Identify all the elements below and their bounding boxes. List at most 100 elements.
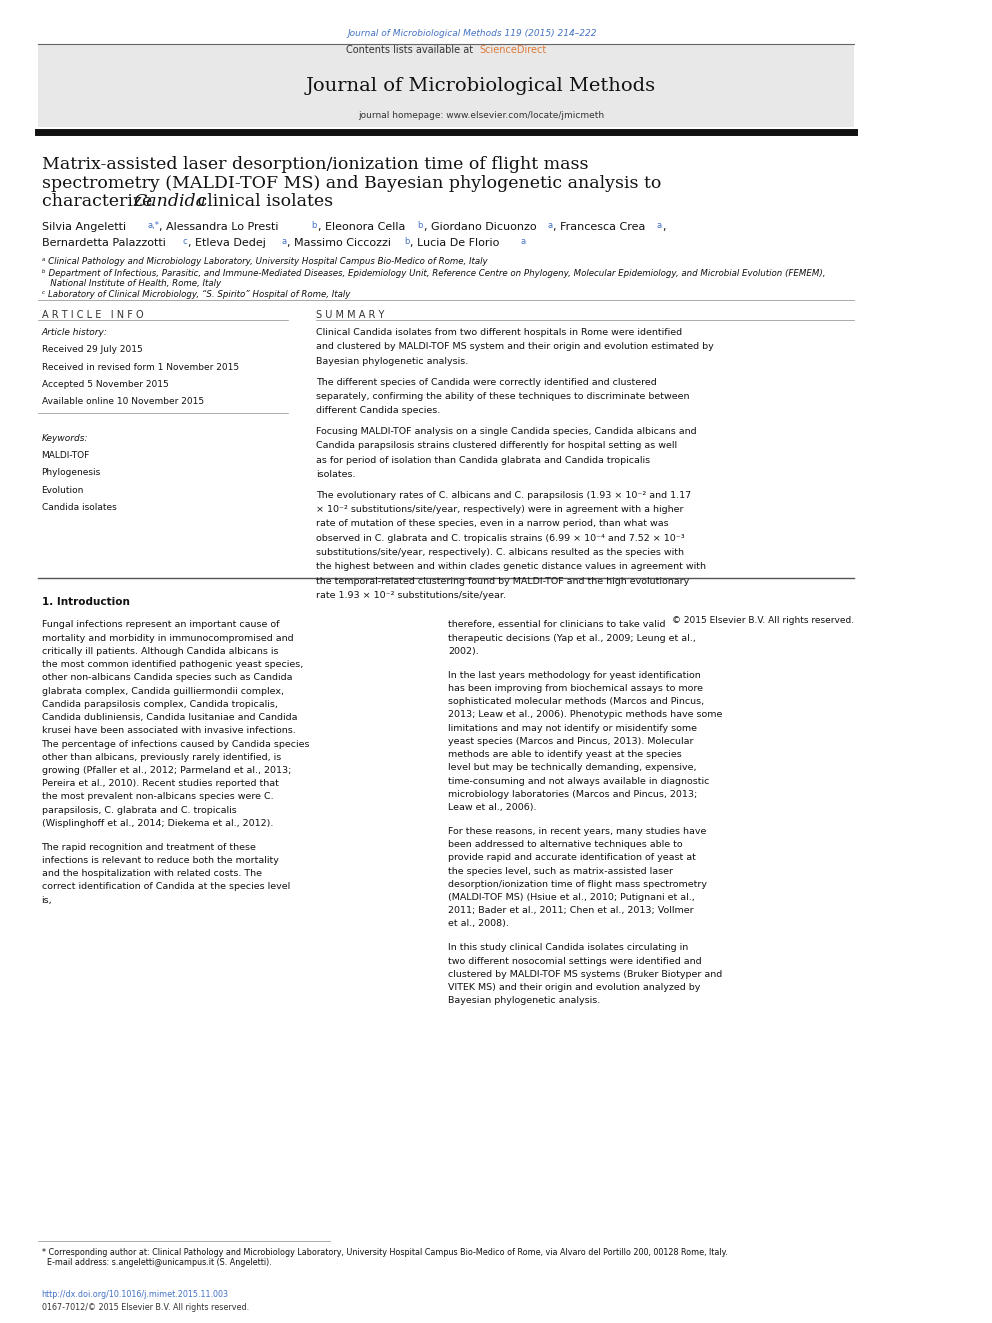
Text: The percentage of infections caused by Candida species: The percentage of infections caused by C… [42, 740, 310, 749]
Text: * Corresponding author at: Clinical Pathology and Microbiology Laboratory, Unive: * Corresponding author at: Clinical Path… [42, 1248, 727, 1257]
Text: yeast species (Marcos and Pincus, 2013). Molecular: yeast species (Marcos and Pincus, 2013).… [448, 737, 693, 746]
Text: National Institute of Health, Rome, Italy: National Institute of Health, Rome, Ital… [42, 279, 220, 288]
Text: Candida parapsilosis complex, Candida tropicalis,: Candida parapsilosis complex, Candida tr… [42, 700, 278, 709]
Text: MALDI-TOF: MALDI-TOF [42, 451, 89, 460]
Text: Pereira et al., 2010). Recent studies reported that: Pereira et al., 2010). Recent studies re… [42, 779, 279, 789]
Text: is,: is, [42, 896, 53, 905]
Text: a,*: a,* [147, 221, 159, 230]
Text: two different nosocomial settings were identified and: two different nosocomial settings were i… [448, 957, 701, 966]
Text: Clinical Candida isolates from two different hospitals in Rome were identified: Clinical Candida isolates from two diffe… [316, 328, 682, 337]
Text: 0167-7012/© 2015 Elsevier B.V. All rights reserved.: 0167-7012/© 2015 Elsevier B.V. All right… [42, 1303, 249, 1312]
Text: , Massimo Ciccozzi: , Massimo Ciccozzi [287, 238, 391, 249]
Text: b: b [311, 221, 316, 230]
Text: a: a [521, 237, 526, 246]
Text: Accepted 5 November 2015: Accepted 5 November 2015 [42, 380, 169, 389]
Text: the most common identified pathogenic yeast species,: the most common identified pathogenic ye… [42, 660, 303, 669]
Text: ᶜ Laboratory of Clinical Microbiology, “S. Spirito” Hospital of Rome, Italy: ᶜ Laboratory of Clinical Microbiology, “… [42, 290, 350, 299]
Text: Candida parapsilosis strains clustered differently for hospital setting as well: Candida parapsilosis strains clustered d… [316, 442, 678, 450]
FancyBboxPatch shape [38, 103, 854, 127]
Text: ᵇ Department of Infectious, Parasitic, and Immune-Mediated Diseases, Epidemiolog: ᵇ Department of Infectious, Parasitic, a… [42, 269, 825, 278]
Text: , Francesca Crea: , Francesca Crea [553, 222, 645, 233]
Text: correct identification of Candida at the species level: correct identification of Candida at the… [42, 882, 290, 892]
Text: Matrix-assisted laser desorption/ionization time of flight mass: Matrix-assisted laser desorption/ionizat… [42, 156, 588, 173]
Text: journal homepage: www.elsevier.com/locate/jmicmeth: journal homepage: www.elsevier.com/locat… [358, 111, 604, 119]
Text: Leaw et al., 2006).: Leaw et al., 2006). [448, 803, 537, 812]
Text: characterize: characterize [42, 193, 158, 210]
Text: a: a [281, 237, 287, 246]
Text: Article history:: Article history: [42, 328, 107, 337]
Text: growing (Pfaller et al., 2012; Parmeland et al., 2013;: growing (Pfaller et al., 2012; Parmeland… [42, 766, 291, 775]
Text: 1. Introduction: 1. Introduction [42, 597, 129, 607]
Text: In the last years methodology for yeast identification: In the last years methodology for yeast … [448, 671, 701, 680]
Text: , Eleonora Cella: , Eleonora Cella [318, 222, 406, 233]
Text: therefore, essential for clinicians to take valid: therefore, essential for clinicians to t… [448, 620, 666, 630]
Text: desorption/ionization time of flight mass spectrometry: desorption/ionization time of flight mas… [448, 880, 707, 889]
Text: level but may be technically demanding, expensive,: level but may be technically demanding, … [448, 763, 696, 773]
Text: Evolution: Evolution [42, 486, 84, 495]
Text: 2013; Leaw et al., 2006). Phenotypic methods have some: 2013; Leaw et al., 2006). Phenotypic met… [448, 710, 722, 720]
Text: The evolutionary rates of C. albicans and C. parapsilosis (1.93 × 10⁻² and 1.17: The evolutionary rates of C. albicans an… [316, 491, 691, 500]
Text: ScienceDirect: ScienceDirect [479, 45, 547, 56]
Text: infections is relevant to reduce both the mortality: infections is relevant to reduce both th… [42, 856, 279, 865]
Text: limitations and may not identify or misidentify some: limitations and may not identify or misi… [448, 724, 697, 733]
FancyBboxPatch shape [38, 44, 854, 103]
Text: , Etleva Dedej: , Etleva Dedej [187, 238, 266, 249]
Text: observed in C. glabrata and C. tropicalis strains (6.99 × 10⁻⁴ and 7.52 × 10⁻³: observed in C. glabrata and C. tropicali… [316, 533, 684, 542]
Text: The rapid recognition and treatment of these: The rapid recognition and treatment of t… [42, 843, 256, 852]
Text: different Candida species.: different Candida species. [316, 406, 440, 415]
Text: Bayesian phylogenetic analysis.: Bayesian phylogenetic analysis. [448, 996, 600, 1005]
Text: other non-albicans Candida species such as Candida: other non-albicans Candida species such … [42, 673, 292, 683]
Text: © 2015 Elsevier B.V. All rights reserved.: © 2015 Elsevier B.V. All rights reserved… [672, 615, 854, 624]
Text: as for period of isolation than Candida glabrata and Candida tropicalis: as for period of isolation than Candida … [316, 455, 650, 464]
Text: 2011; Bader et al., 2011; Chen et al., 2013; Vollmer: 2011; Bader et al., 2011; Chen et al., 2… [448, 906, 693, 916]
Text: S U M M A R Y: S U M M A R Y [316, 310, 385, 320]
Text: ,: , [663, 222, 666, 233]
Text: Fungal infections represent an important cause of: Fungal infections represent an important… [42, 620, 279, 630]
Text: In this study clinical Candida isolates circulating in: In this study clinical Candida isolates … [448, 943, 688, 953]
Text: (Wisplinghoff et al., 2014; Diekema et al., 2012).: (Wisplinghoff et al., 2014; Diekema et a… [42, 819, 273, 828]
Text: been addressed to alternative techniques able to: been addressed to alternative techniques… [448, 840, 682, 849]
Text: clinical isolates: clinical isolates [191, 193, 332, 210]
Text: 2002).: 2002). [448, 647, 479, 656]
Text: spectrometry (MALDI-TOF MS) and Bayesian phylogenetic analysis to: spectrometry (MALDI-TOF MS) and Bayesian… [42, 175, 661, 192]
Text: other than albicans, previously rarely identified, is: other than albicans, previously rarely i… [42, 753, 281, 762]
Text: sophisticated molecular methods (Marcos and Pincus,: sophisticated molecular methods (Marcos … [448, 697, 704, 706]
Text: Phylogenesis: Phylogenesis [42, 468, 101, 478]
Text: Candida dubliniensis, Candida lusitaniae and Candida: Candida dubliniensis, Candida lusitaniae… [42, 713, 297, 722]
Text: , Giordano Dicuonzo: , Giordano Dicuonzo [424, 222, 537, 233]
Text: , Lucia De Florio: , Lucia De Florio [411, 238, 500, 249]
Text: krusei have been associated with invasive infections.: krusei have been associated with invasiv… [42, 726, 296, 736]
Text: ᵃ Clinical Pathology and Microbiology Laboratory, University Hospital Campus Bio: ᵃ Clinical Pathology and Microbiology La… [42, 257, 487, 266]
Text: Silvia Angeletti: Silvia Angeletti [42, 222, 126, 233]
Text: time-consuming and not always available in diagnostic: time-consuming and not always available … [448, 777, 709, 786]
Text: clustered by MALDI-TOF MS systems (Bruker Biotyper and: clustered by MALDI-TOF MS systems (Bruke… [448, 970, 722, 979]
Text: A R T I C L E   I N F O: A R T I C L E I N F O [42, 310, 143, 320]
Text: Focusing MALDI-TOF analysis on a single Candida species, Candida albicans and: Focusing MALDI-TOF analysis on a single … [316, 427, 696, 437]
Text: separately, confirming the ability of these techniques to discriminate between: separately, confirming the ability of th… [316, 392, 689, 401]
Text: has been improving from biochemical assays to more: has been improving from biochemical assa… [448, 684, 703, 693]
Text: http://dx.doi.org/10.1016/j.mimet.2015.11.003: http://dx.doi.org/10.1016/j.mimet.2015.1… [42, 1290, 228, 1299]
Text: parapsilosis, C. glabrata and C. tropicalis: parapsilosis, C. glabrata and C. tropica… [42, 806, 236, 815]
Text: Candida isolates: Candida isolates [42, 503, 116, 512]
Text: the most prevalent non-albicans species were C.: the most prevalent non-albicans species … [42, 792, 273, 802]
Text: Keywords:: Keywords: [42, 434, 88, 443]
Text: a: a [548, 221, 553, 230]
Text: Contents lists available at: Contents lists available at [346, 45, 476, 56]
Text: microbiology laboratories (Marcos and Pincus, 2013;: microbiology laboratories (Marcos and Pi… [448, 790, 697, 799]
Text: Received in revised form 1 November 2015: Received in revised form 1 November 2015 [42, 363, 239, 372]
Text: Bernardetta Palazzotti: Bernardetta Palazzotti [42, 238, 166, 249]
Text: critically ill patients. Although Candida albicans is: critically ill patients. Although Candid… [42, 647, 278, 656]
Text: isolates.: isolates. [316, 470, 355, 479]
Text: The different species of Candida were correctly identified and clustered: The different species of Candida were co… [316, 377, 657, 386]
Text: mortality and morbidity in immunocompromised and: mortality and morbidity in immunocomprom… [42, 634, 294, 643]
Text: × 10⁻² substitutions/site/year, respectively) were in agreement with a higher: × 10⁻² substitutions/site/year, respecti… [316, 505, 683, 515]
Text: et al., 2008).: et al., 2008). [448, 919, 509, 929]
Text: and the hospitalization with related costs. The: and the hospitalization with related cos… [42, 869, 262, 878]
Text: Candida: Candida [133, 193, 206, 210]
Text: , Alessandra Lo Presti: , Alessandra Lo Presti [160, 222, 279, 233]
Text: the highest between and within clades genetic distance values in agreement with: the highest between and within clades ge… [316, 562, 706, 572]
Text: Bayesian phylogenetic analysis.: Bayesian phylogenetic analysis. [316, 357, 468, 365]
Text: a: a [657, 221, 662, 230]
Text: rate 1.93 × 10⁻² substitutions/site/year.: rate 1.93 × 10⁻² substitutions/site/year… [316, 591, 506, 599]
Text: provide rapid and accurate identification of yeast at: provide rapid and accurate identificatio… [448, 853, 696, 863]
